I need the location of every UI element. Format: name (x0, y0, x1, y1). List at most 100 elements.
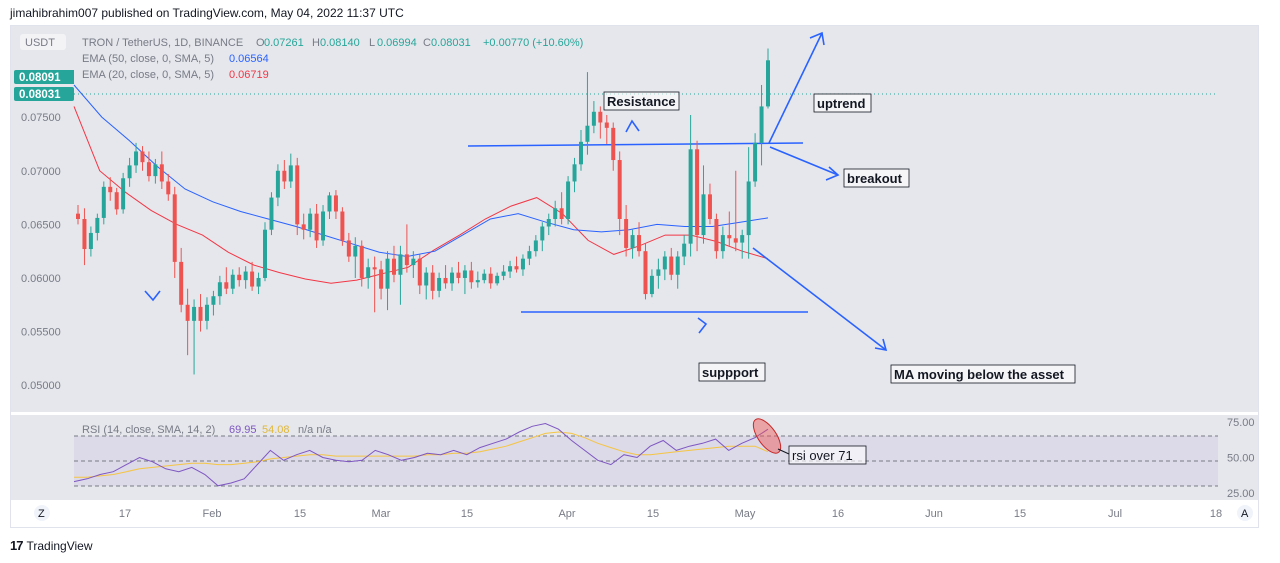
price-tick-label: 0.05000 (21, 380, 61, 392)
candle-body (753, 142, 758, 182)
rsi-tick-label: 75.00 (1227, 417, 1255, 429)
legend-h-value: 0.08140 (320, 37, 360, 49)
price-tick-label: 0.05500 (21, 327, 61, 339)
candle-body (675, 256, 680, 275)
rsi-legend-ma-value: 54.08 (262, 424, 290, 436)
candle-body (527, 251, 532, 259)
support-arrow (697, 317, 708, 334)
candle-body (533, 240, 538, 252)
time-tick-label: Mar (372, 508, 391, 520)
candle-body (385, 258, 390, 289)
breakout-arrow-head (825, 166, 840, 181)
candle-body (707, 194, 712, 219)
annotation-resistance[interactable]: Resistance (603, 91, 680, 111)
zoom-left-text: Z (38, 508, 45, 520)
candle-body (740, 235, 745, 243)
candle-body (185, 304, 190, 321)
time-tick-label: Jun (925, 508, 943, 520)
candle-body (727, 235, 732, 239)
candle-body (591, 111, 596, 126)
candle-body (308, 213, 313, 230)
legend-c-label: C (423, 37, 431, 49)
rsi-highlight-connector (777, 448, 790, 455)
candle-body (108, 186, 113, 193)
candle-body (495, 275, 500, 284)
candle-body (88, 232, 93, 250)
publish-line: jimahibrahim007 published on TradingView… (10, 6, 404, 20)
time-tick-label: Apr (558, 508, 575, 520)
time-axis: 17 Feb 15 Mar 15 Apr 15 May 16 Jun 15 Jul 18 (119, 508, 1222, 520)
candle-body (508, 266, 513, 272)
candle-body (424, 272, 429, 286)
rsi-axis: 75.00 50.00 25.00 (1227, 417, 1255, 500)
candle-body (95, 217, 100, 233)
candle-body (585, 125, 590, 142)
annotation-rsi[interactable]: rsi over 71 (788, 445, 867, 465)
ema50-line (73, 84, 769, 258)
footer: 17 TradingView (10, 538, 93, 553)
candle-body (682, 243, 687, 257)
time-tick-label: 15 (294, 508, 306, 520)
candle-body (301, 224, 306, 230)
rsi-highlight (752, 418, 782, 454)
candle-body (450, 272, 455, 284)
candle-body (230, 274, 235, 289)
candle-body (198, 306, 203, 321)
time-tick-label: 17 (119, 508, 131, 520)
candle-body (766, 60, 770, 107)
zoom-left-button[interactable]: Z (34, 505, 50, 521)
price-pane[interactable] (11, 26, 1258, 412)
legend-l-value: 0.06994 (377, 37, 417, 49)
candle-body (417, 258, 422, 286)
candle-body (269, 197, 274, 230)
price-tick-label: 0.07500 (21, 112, 61, 124)
candle-body (314, 213, 319, 241)
price-tag-high-text: 0.08091 (19, 72, 61, 84)
candle-body (456, 272, 461, 278)
annotation-breakout[interactable]: breakout (843, 168, 910, 188)
candle-body (327, 195, 332, 212)
time-tick-label: 15 (461, 508, 473, 520)
currency-badge[interactable] (20, 34, 66, 50)
candle-body (282, 170, 287, 182)
candle-body (572, 164, 577, 182)
legend-ema20-value: 0.06719 (229, 69, 269, 81)
candle-body (649, 275, 654, 295)
legend-l-label: L (369, 37, 375, 49)
candle-body (701, 194, 706, 236)
candle-body (462, 270, 467, 278)
candle-body (101, 186, 106, 218)
breakout-arrow-line (769, 146, 839, 176)
candle-body (559, 208, 564, 219)
candle-body (514, 266, 519, 270)
annotation-ma[interactable]: MA moving below the asset (890, 364, 1076, 384)
zoom-right-button[interactable]: A (1237, 505, 1253, 521)
rsi-legend-label: RSI (14, close, SMA, 14, 2) (82, 424, 215, 436)
candle-body (121, 178, 126, 210)
annotation-support-text: suppport (702, 365, 759, 380)
candle-body (263, 229, 268, 278)
candle-body (617, 160, 622, 219)
rsi-legend-value: 69.95 (229, 424, 257, 436)
legend-c-value: 0.08031 (431, 37, 471, 49)
candle-body (211, 296, 216, 305)
ma-arrow-head (874, 338, 888, 352)
annotation-uptrend[interactable]: uptrend (813, 93, 872, 113)
candle-body (733, 238, 738, 243)
candle-body (475, 280, 480, 283)
dip-arrow (144, 290, 161, 302)
candle-body (695, 149, 700, 236)
annotation-ma-text: MA moving below the asset (894, 367, 1065, 382)
price-axis: 0.05000 0.05500 0.06000 0.06500 0.07000 0.075… (21, 112, 61, 392)
candle-body (288, 165, 293, 182)
candle-body (488, 273, 493, 284)
price-tag-last: 0.08031 (14, 87, 74, 101)
time-tick-label: Jul (1108, 508, 1122, 520)
candle-body (146, 162, 151, 177)
candle-body (746, 181, 751, 236)
price-tick-label: 0.06000 (21, 273, 61, 285)
annotation-support[interactable]: suppport (698, 362, 766, 382)
candle-body (443, 277, 448, 284)
candle-body (114, 192, 119, 210)
